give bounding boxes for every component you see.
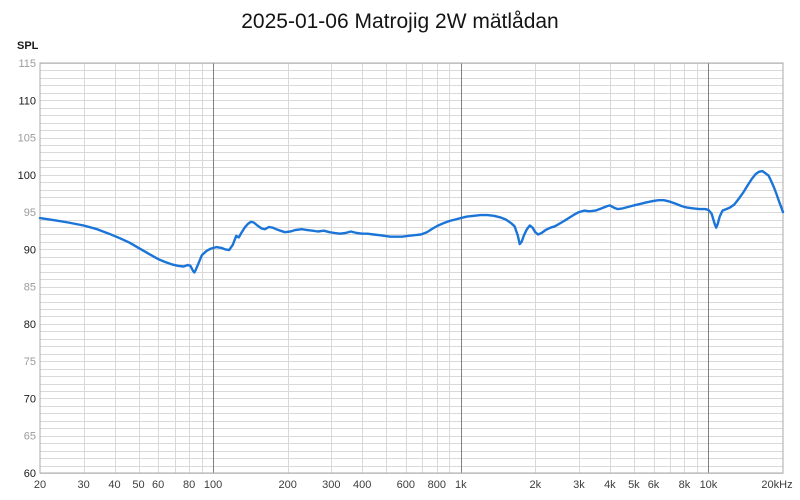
y-tick-label: 85 [24,282,36,294]
y-tick-label: 90 [24,244,36,256]
y-tick-label: 60 [24,468,36,480]
y-tick-label: 65 [24,431,36,443]
x-tick-label: 50 [132,479,144,491]
x-tick-label: 20 [34,479,46,491]
x-tick-label: 800 [428,479,446,491]
x-tick-label: 300 [322,479,340,491]
plot-frame [39,62,784,474]
response-curve [38,169,785,274]
y-tick-label: 100 [18,170,36,182]
x-tick-label: 10k [700,479,718,491]
y-tick-label: 70 [24,393,36,405]
x-tick-label: 60 [152,479,164,491]
y-tick-label: 75 [24,356,36,368]
x-tick-label: 20kHz [761,479,792,491]
y-gridlines [40,63,783,474]
x-tick-label: 30 [77,479,89,491]
x-tick-label: 600 [397,479,415,491]
x-tick-label: 80 [183,479,195,491]
chart-title: 2025-01-06 Matrojig 2W mätlådan [241,10,559,33]
x-tick-labels: 20 30 40 50 60 80 100 200 300 400 600 800 1k 2k 3k 4k 5k… [34,479,793,491]
x-tick-label: 100 [204,479,222,491]
x-gridlines [84,63,709,473]
y-tick-label: 80 [24,319,36,331]
x-tick-label: 8k [679,479,691,491]
x-tick-label: 6k [648,479,660,491]
y-tick-labels: 115 110 105 100 95 90 85 80 75 70 65 60 [18,58,36,480]
x-tick-label: 5k [628,479,640,491]
x-tick-label: 3k [573,479,585,491]
x-tick-label: 4k [604,479,616,491]
y-axis-unit-label: SPL [17,40,39,52]
x-tick-label: 1k [455,479,467,491]
x-tick-label: 400 [353,479,371,491]
x-tick-label: 40 [108,479,120,491]
y-tick-label: 105 [18,133,36,145]
y-tick-label: 115 [18,58,36,70]
x-tick-label: 2k [530,479,542,491]
x-tick-label: 200 [278,479,296,491]
y-tick-label: 110 [18,95,36,107]
y-tick-label: 95 [24,207,36,219]
